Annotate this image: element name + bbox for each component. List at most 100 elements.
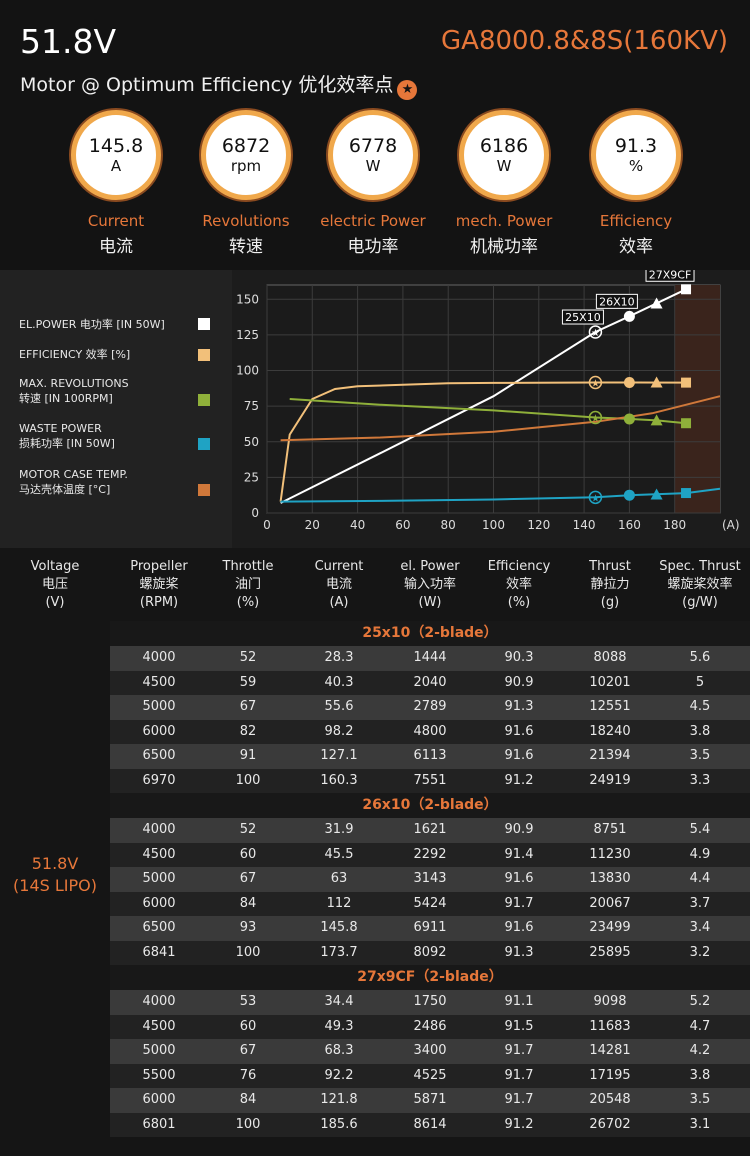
marker-label-box xyxy=(561,309,604,325)
metric-unit: W xyxy=(496,157,512,175)
column-header-en: Throttle xyxy=(222,559,274,574)
legend-item: EFFICIENCY 效率 [%] xyxy=(19,347,219,362)
table-cell: 68.3 xyxy=(324,1043,354,1058)
table-cell: 100 xyxy=(235,1116,261,1132)
column-header-unit: (A) xyxy=(329,595,349,610)
table-cell: 55.6 xyxy=(324,699,354,714)
table-cell: 6113 xyxy=(413,748,447,763)
legend-item: MOTOR CASE TEMP. 马达壳体温度 [°C] xyxy=(19,467,219,497)
table-cell: 3.1 xyxy=(689,1116,711,1132)
metric-ring: 6872 rpm xyxy=(201,110,291,200)
table-cell: 6000 xyxy=(142,895,176,911)
metric-unit: rpm xyxy=(230,157,262,175)
table-cell: 5000 xyxy=(142,1043,176,1058)
metric-value: 91.3 xyxy=(614,135,658,157)
table-cell: 2486 xyxy=(413,1018,447,1034)
table-cell: 49.3 xyxy=(324,1018,354,1034)
metric-ring: 6778 W xyxy=(328,110,418,200)
table-cell: 91.7 xyxy=(504,1067,534,1083)
table-cell: 4.9 xyxy=(689,846,711,862)
table-cell: 21394 xyxy=(589,748,631,763)
table-cell: 84 xyxy=(239,1092,257,1107)
table-cell: 91 xyxy=(239,748,257,763)
table-cell: 9098 xyxy=(593,994,627,1009)
table-cell: 17195 xyxy=(589,1067,631,1083)
x-tick-label: 0 xyxy=(263,518,271,532)
table-cell: 76 xyxy=(239,1067,257,1083)
table-cell: 8092 xyxy=(413,944,447,960)
table-cell: 60 xyxy=(239,1018,257,1034)
table-cell: 90.9 xyxy=(504,674,534,690)
header: 51.8V GA8000.8&8S(160KV) Motor @ Optimum… xyxy=(0,0,750,270)
subtitle: Motor @ Optimum Efficiency 优化效率点 ★ xyxy=(20,70,418,100)
table-cell: 91.3 xyxy=(504,699,534,714)
column-header-en: Current xyxy=(314,559,364,574)
x-tick-label: 160 xyxy=(618,518,641,532)
table-cell: 5424 xyxy=(413,895,447,911)
y-tick-label: 150 xyxy=(236,292,259,306)
table-cell: 8088 xyxy=(593,650,627,665)
column-header: Propeller 螺旋桨 (RPM) xyxy=(104,558,214,612)
table-cell: 5000 xyxy=(142,699,176,714)
table-cell: 6801 xyxy=(142,1116,176,1132)
table-cell: 91.3 xyxy=(504,944,534,960)
metric-mech-power: 6186 W mech. Power 机械功率 xyxy=(439,110,569,257)
column-header-cn: 油门 xyxy=(234,577,261,592)
table-row: 4000 52 31.9 1621 90.9 8751 5.4 xyxy=(110,818,750,843)
metric-unit: % xyxy=(628,157,644,175)
table-cell: 121.8 xyxy=(320,1092,358,1107)
table-cell: 20067 xyxy=(589,895,631,911)
table-cell: 5000 xyxy=(142,871,176,886)
x-tick-label: 120 xyxy=(527,518,550,532)
column-header-en: Spec. Thrust xyxy=(659,559,741,574)
legend-item: EL.POWER 电功率 [IN 50W] xyxy=(19,317,219,332)
table-cell: 67 xyxy=(239,871,257,886)
table-row: 5000 67 68.3 3400 91.7 14281 4.2 xyxy=(110,1039,750,1064)
series-line xyxy=(280,288,687,504)
table-cell: 6500 xyxy=(142,920,176,935)
table-cell: 53 xyxy=(239,994,257,1009)
metric-label-en: electric Power xyxy=(320,212,426,230)
motor-model: GA8000.8&8S(160KV) xyxy=(441,26,728,56)
table-cell: 13830 xyxy=(589,871,631,886)
table-cell: 34.4 xyxy=(324,994,354,1009)
marker-label: 25X10 xyxy=(565,311,601,324)
metric-ring: 145.8 A xyxy=(71,110,161,200)
table-cell: 4500 xyxy=(142,846,176,862)
x-tick-label: 100 xyxy=(482,518,505,532)
metric-electric-power: 6778 W electric Power 电功率 xyxy=(308,110,438,257)
table-cell: 5.6 xyxy=(689,650,711,665)
column-header-unit: (g) xyxy=(600,595,620,610)
column-header-cn: 电压 xyxy=(41,577,68,592)
table-cell: 20548 xyxy=(589,1092,631,1107)
table-cell: 91.6 xyxy=(504,920,534,935)
table-cell: 127.1 xyxy=(320,748,358,763)
chart-plot: 0 25 50 75 100 125 150 0 20 40 60 80 100 120 140 160 180… xyxy=(232,266,750,548)
legend-label: MAX. REVOLUTIONS 转速 [IN 100RPM] xyxy=(19,377,129,405)
table-cell: 112 xyxy=(326,895,352,911)
metric-label-cn: 转速 xyxy=(229,237,263,257)
x-axis-label: (A) xyxy=(722,518,740,532)
table-row: 6801 100 185.6 8614 91.2 26702 3.1 xyxy=(110,1112,750,1137)
metric-label-en: mech. Power xyxy=(455,212,553,230)
column-header-en: Propeller xyxy=(130,559,188,574)
table-row: 4000 53 34.4 1750 91.1 9098 5.2 xyxy=(110,990,750,1015)
legend-swatch xyxy=(198,349,210,361)
table-row: 4500 60 49.3 2486 91.5 11683 4.7 xyxy=(110,1014,750,1039)
table-cell: 4525 xyxy=(413,1067,447,1083)
y-tick-label: 50 xyxy=(244,435,259,449)
column-header: Thrust 静拉力 (g) xyxy=(555,558,665,612)
table-cell: 8751 xyxy=(593,822,627,837)
table-cell: 5500 xyxy=(142,1067,176,1083)
table-cell: 4000 xyxy=(142,822,176,837)
table-cell: 7551 xyxy=(413,772,447,788)
legend-label: MOTOR CASE TEMP. 马达壳体温度 [°C] xyxy=(19,468,128,496)
table-cell: 92.2 xyxy=(324,1067,354,1083)
table-cell: 1621 xyxy=(413,822,447,837)
series-line xyxy=(279,381,687,502)
table-cell: 3.8 xyxy=(689,723,711,739)
legend-label: WASTE POWER 损耗功率 [IN 50W] xyxy=(19,422,115,450)
table-cell: 91.5 xyxy=(504,1018,534,1034)
table-cell: 28.3 xyxy=(324,650,354,665)
y-tick-label: 25 xyxy=(244,470,259,484)
